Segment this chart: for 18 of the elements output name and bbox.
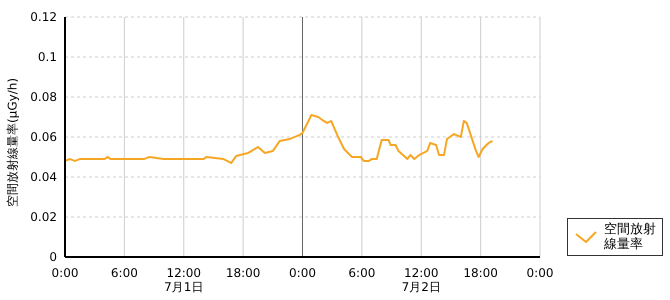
x-tick-label: 0:00 xyxy=(289,266,316,280)
y-axis-title: 空間放射線量率(μGy/h) xyxy=(5,78,20,207)
x-tick-label: 18:00 xyxy=(226,266,260,280)
x-tick-label: 12:00 7月1日 xyxy=(164,266,204,294)
x-tick-label: 6:00 xyxy=(110,266,138,280)
x-tick-label: 18:00 xyxy=(463,266,498,280)
y-tick-label: 0.06 xyxy=(30,130,57,144)
y-tick-label: 0.04 xyxy=(30,170,57,184)
y-tick-label: 0.12 xyxy=(30,10,57,24)
legend-label: 空間放射線量率 xyxy=(604,222,656,252)
x-tick-label: 0:00 xyxy=(52,266,78,280)
y-tick-label: 0.08 xyxy=(30,90,57,104)
x-tick-label: 12:00 7月2日 xyxy=(402,266,441,294)
y-tick-label: 0.1 xyxy=(38,50,57,64)
x-tick-label: 6:00 xyxy=(348,266,376,280)
y-tick-label: 0 xyxy=(49,250,57,264)
x-tick-label: 0:00 xyxy=(526,266,554,280)
y-tick-label: 0.02 xyxy=(30,210,57,224)
